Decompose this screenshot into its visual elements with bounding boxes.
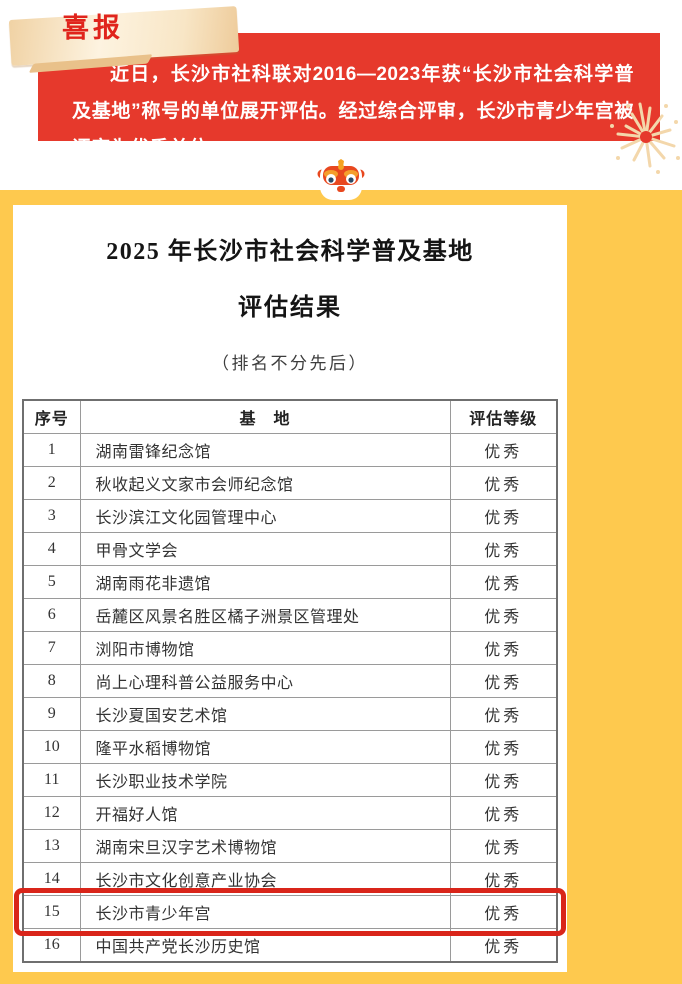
- header-number: 序号: [22, 399, 81, 434]
- row-number-cell: 2: [22, 466, 81, 500]
- table-row: 13 湖南宋旦汉字艺术博物馆 优秀: [22, 829, 558, 863]
- base-name-cell: 浏阳市博物馆: [79, 631, 451, 665]
- table-header-row: 序号 基 地 评估等级: [22, 399, 558, 434]
- results-card: 2025 年长沙市社会科学普及基地 评估结果 （排名不分先后） 序号 基 地 评…: [13, 205, 567, 972]
- grade-cell: 优秀: [449, 928, 558, 963]
- grade-cell: 优秀: [449, 664, 558, 698]
- grade-cell: 优秀: [449, 532, 558, 566]
- grade-cell: 优秀: [449, 565, 558, 599]
- table-row: 10 隆平水稻博物馆 优秀: [22, 730, 558, 764]
- row-number-cell: 8: [22, 664, 81, 698]
- table-row: 3 长沙滨江文化园管理中心 优秀: [22, 499, 558, 533]
- grade-cell: 优秀: [449, 631, 558, 665]
- row-number-cell: 16: [22, 928, 81, 963]
- firework-burst-icon: [610, 102, 680, 174]
- row-number-cell: 10: [22, 730, 81, 764]
- good-news-badge-label: 喜报: [62, 13, 124, 43]
- table-row: 14 长沙市文化创意产业协会 优秀: [22, 862, 558, 896]
- page-title-line1: 2025 年长沙市社会科学普及基地: [106, 239, 474, 265]
- base-name-cell: 长沙职业技术学院: [79, 763, 451, 797]
- row-number-cell: 1: [22, 433, 81, 467]
- base-name-cell: 长沙市文化创意产业协会: [79, 862, 451, 896]
- table-row: 2 秋收起义文家市会师纪念馆 优秀: [22, 466, 558, 500]
- grade-cell: 优秀: [449, 895, 558, 929]
- row-number-cell: 5: [22, 565, 81, 599]
- base-name-cell: 隆平水稻博物馆: [79, 730, 451, 764]
- grade-cell: 优秀: [449, 796, 558, 830]
- row-number-cell: 9: [22, 697, 81, 731]
- grade-cell: 优秀: [449, 730, 558, 764]
- table-row: 11 长沙职业技术学院 优秀: [22, 763, 558, 797]
- grade-cell: 优秀: [449, 862, 558, 896]
- grade-cell: 优秀: [449, 433, 558, 467]
- base-name-cell: 秋收起义文家市会师纪念馆: [79, 466, 451, 500]
- results-section: 2025 年长沙市社会科学普及基地 评估结果 （排名不分先后） 序号 基 地 评…: [0, 159, 682, 984]
- row-number-cell: 7: [22, 631, 81, 665]
- header-grade: 评估等级: [449, 399, 558, 434]
- base-name-cell: 开福好人馆: [79, 796, 451, 830]
- table-row: 1 湖南雷锋纪念馆 优秀: [22, 433, 558, 467]
- row-number-cell: 13: [22, 829, 81, 863]
- row-number-cell: 15: [22, 895, 81, 929]
- row-number-cell: 4: [22, 532, 81, 566]
- grade-cell: 优秀: [449, 499, 558, 533]
- table-row: 6 岳麓区风景名胜区橘子洲景区管理处 优秀: [22, 598, 558, 632]
- base-name-cell: 甲骨文学会: [79, 532, 451, 566]
- base-name-cell: 湖南雨花非遗馆: [79, 565, 451, 599]
- header-base: 基 地: [79, 399, 451, 434]
- row-number-cell: 12: [22, 796, 81, 830]
- row-number-cell: 6: [22, 598, 81, 632]
- base-name-cell: 长沙滨江文化园管理中心: [79, 499, 451, 533]
- base-name-cell: 湖南宋旦汉字艺术博物馆: [79, 829, 451, 863]
- base-name-cell: 湖南雷锋纪念馆: [79, 433, 451, 467]
- base-name-cell: 中国共产党长沙历史馆: [79, 928, 451, 963]
- banner-section: 近日，长沙市社科联对2016—2023年获“长沙市社会科学普及基地”称号的单位展…: [0, 0, 682, 190]
- table-row: 8 尚上心理科普公益服务中心 优秀: [22, 664, 558, 698]
- table-row: 4 甲骨文学会 优秀: [22, 532, 558, 566]
- table-row: 16 中国共产党长沙历史馆 优秀: [22, 928, 558, 963]
- grade-cell: 优秀: [449, 829, 558, 863]
- row-number-cell: 14: [22, 862, 81, 896]
- grade-cell: 优秀: [449, 598, 558, 632]
- table-row: 5 湖南雨花非遗馆 优秀: [22, 565, 558, 599]
- results-table: 序号 基 地 评估等级 1 湖南雷锋纪念馆 优秀 2 秋收起义文家市会师纪念馆 …: [22, 399, 558, 963]
- grade-cell: 优秀: [449, 763, 558, 797]
- table-row: 15 长沙市青少年宫 优秀: [22, 895, 558, 929]
- grade-cell: 优秀: [449, 697, 558, 731]
- base-name-cell: 岳麓区风景名胜区橘子洲景区管理处: [79, 598, 451, 632]
- grade-cell: 优秀: [449, 466, 558, 500]
- row-number-cell: 3: [22, 499, 81, 533]
- base-name-cell: 长沙夏国安艺术馆: [79, 697, 451, 731]
- table-row: 9 长沙夏国安艺术馆 优秀: [22, 697, 558, 731]
- base-name-cell: 尚上心理科普公益服务中心: [79, 664, 451, 698]
- table-row: 12 开福好人馆 优秀: [22, 796, 558, 830]
- base-name-cell: 长沙市青少年宫: [79, 895, 451, 929]
- announcement-text: 近日，长沙市社科联对2016—2023年获“长沙市社会科学普及基地”称号的单位展…: [72, 64, 634, 159]
- lion-dance-head-icon: [315, 159, 367, 200]
- page-title-line2: 评估结果: [238, 295, 342, 321]
- ranking-note: （排名不分先后）: [212, 354, 368, 373]
- row-number-cell: 11: [22, 763, 81, 797]
- table-row: 7 浏阳市博物馆 优秀: [22, 631, 558, 665]
